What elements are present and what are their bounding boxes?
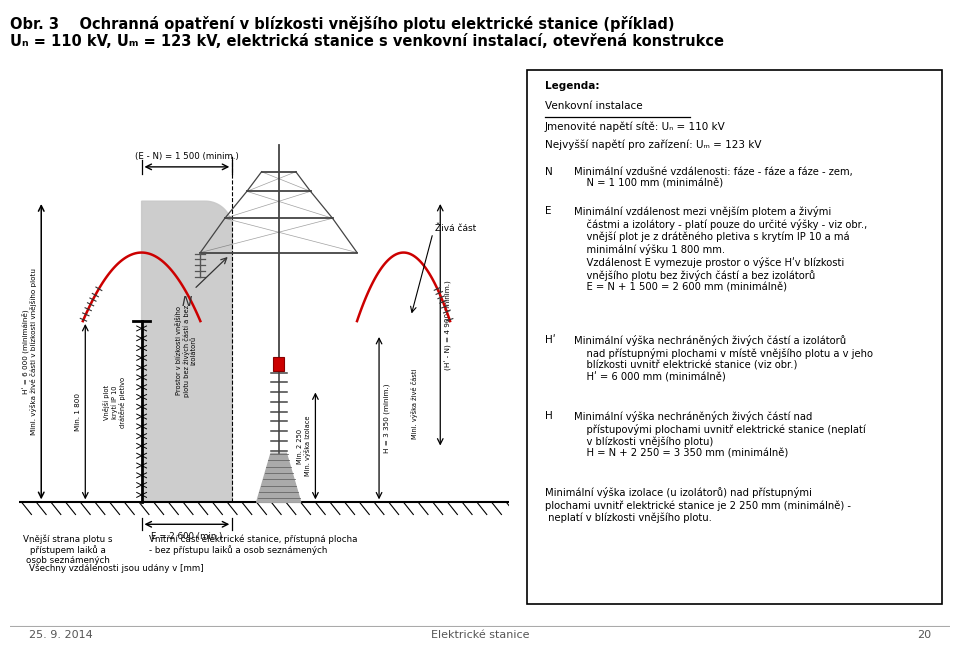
Text: H: H bbox=[544, 411, 552, 421]
Text: Hʹ = 6 000 (minimálně)
Mini. výška živé části v blízkosti vnějšího plotu: Hʹ = 6 000 (minimálně) Mini. výška živé … bbox=[22, 268, 37, 435]
Text: Elektrické stanice: Elektrické stanice bbox=[431, 630, 529, 640]
Text: Živá část: Živá část bbox=[436, 224, 476, 233]
Text: (E - N) = 1 500 (minim.): (E - N) = 1 500 (minim.) bbox=[135, 152, 239, 161]
Text: Nejvyšší napětí pro zařízení: Uₘ = 123 kV: Nejvyšší napětí pro zařízení: Uₘ = 123 k… bbox=[544, 139, 761, 149]
FancyBboxPatch shape bbox=[527, 70, 942, 604]
Text: Uₙ = 110 kV, Uₘ = 123 kV, elektrická stanice s venkovní instalací, otevřená kons: Uₙ = 110 kV, Uₘ = 123 kV, elektrická sta… bbox=[10, 34, 724, 49]
Text: Prostor v blízkosti vnějšího
plotu bez živých částí a bez
izolátorů: Prostor v blízkosti vnějšího plotu bez ž… bbox=[175, 304, 197, 396]
Text: N: N bbox=[181, 295, 192, 308]
Text: 20: 20 bbox=[917, 630, 931, 640]
Text: Všechny vzdálenosti jsou udány v [mm]: Všechny vzdálenosti jsou udány v [mm] bbox=[29, 564, 204, 573]
Text: Jmenovité napětí sítě: Uₙ = 110 kV: Jmenovité napětí sítě: Uₙ = 110 kV bbox=[544, 121, 726, 132]
Text: Mini. výška živé části: Mini. výška živé části bbox=[411, 368, 418, 439]
Text: Min. 1 800: Min. 1 800 bbox=[76, 393, 82, 431]
Polygon shape bbox=[142, 201, 232, 502]
Text: Minimální vzdušné vzdálenosti: fáze - fáze a fáze - zem,
    N = 1 100 mm (minim: Minimální vzdušné vzdálenosti: fáze - fá… bbox=[574, 167, 853, 188]
Text: Minimální vzdálenost mezi vnějším plotem a živými
    částmi a izolátory - platí: Minimální vzdálenost mezi vnějším plotem… bbox=[574, 206, 868, 292]
Text: Minimální výška izolace (u izolátorů) nad přístupnými
plochami uvnitř elektrické: Minimální výška izolace (u izolátorů) na… bbox=[544, 487, 851, 523]
Text: E = 2 600 (min.): E = 2 600 (min.) bbox=[152, 531, 223, 541]
Text: Hʹ: Hʹ bbox=[544, 335, 555, 346]
Text: Venkovní instalace: Venkovní instalace bbox=[544, 101, 642, 111]
Text: Vnější plot
krytí IP 10
drátěné pletivo: Vnější plot krytí IP 10 drátěné pletivo bbox=[104, 377, 126, 428]
Bar bbox=[274, 357, 284, 371]
Text: (Hʹ - N) = 4 900 (minim.): (Hʹ - N) = 4 900 (minim.) bbox=[445, 280, 452, 370]
Text: Obr. 3    Ochranná opatření v blízkosti vnějšího plotu elektrické stanice (příkl: Obr. 3 Ochranná opatření v blízkosti vně… bbox=[10, 16, 674, 33]
Polygon shape bbox=[256, 453, 300, 502]
Text: Min. 2 250
Min. výška izolace: Min. 2 250 Min. výška izolace bbox=[298, 416, 311, 476]
Text: N: N bbox=[544, 167, 552, 177]
Text: Vnitřní část elektrické stanice, přístupná plocha
- bez přístupu laiků a osob se: Vnitřní část elektrické stanice, přístup… bbox=[149, 534, 357, 555]
Text: Minimální výška nechráněných živých částí nad
    přístupovými plochami uvnitř e: Minimální výška nechráněných živých část… bbox=[574, 411, 866, 459]
Text: Minimální výška nechráněných živých částí a izolátorů
    nad přístupnými plocha: Minimální výška nechráněných živých část… bbox=[574, 335, 874, 383]
Text: 25. 9. 2014: 25. 9. 2014 bbox=[29, 630, 92, 640]
Text: Vnější strana plotu s
přístupem laiků a
osob seznámených: Vnější strana plotu s přístupem laiků a … bbox=[23, 534, 113, 565]
Text: H = 3 350 (minim.): H = 3 350 (minim.) bbox=[384, 383, 391, 453]
Text: Legenda:: Legenda: bbox=[544, 81, 599, 91]
Text: E: E bbox=[544, 206, 551, 216]
